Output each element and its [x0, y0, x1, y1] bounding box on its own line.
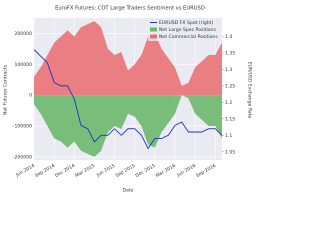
y2-tick-label: 1.15	[225, 116, 235, 122]
area	[34, 95, 222, 157]
legend-swatch	[150, 34, 157, 39]
y-tick-label: 100000	[14, 62, 32, 68]
legend-swatch	[150, 27, 157, 32]
area	[34, 21, 222, 96]
y2-tick-label: 1.05	[225, 149, 235, 155]
y-tick-label: -100000	[13, 124, 32, 130]
y2-tick-label: 1.2	[225, 100, 232, 106]
chart-title: EuroFX Futures: COT Large Traders Sentim…	[55, 6, 205, 12]
y-tick-label: -200000	[13, 154, 32, 160]
line	[33, 49, 223, 150]
y2-axis-label: EUR/USD Exchange Rate	[247, 62, 253, 119]
y2-tick-label: 1.35	[225, 50, 235, 56]
legend-label: Net Commercial Positions	[159, 34, 218, 40]
y-axis-label: Net Futures Contracts	[3, 64, 9, 115]
legend-box	[148, 19, 220, 41]
y2-tick-label: 1.4	[225, 34, 232, 40]
legend-label: EURUSD FX Spot (right)	[159, 20, 213, 26]
x-axis-label: Date	[123, 188, 134, 194]
y2-tick-label: 1.1	[225, 133, 232, 139]
y-tick-label: 0	[29, 93, 32, 99]
y2-tick-label: 1.25	[225, 83, 235, 89]
legend-label: Net Large Spec Positions	[159, 27, 216, 33]
chart: EuroFX Futures: COT Large Traders Sentim…	[2, 5, 253, 194]
y2-tick-label: 1.3	[225, 67, 232, 73]
y-tick-label: 200000	[14, 31, 32, 37]
